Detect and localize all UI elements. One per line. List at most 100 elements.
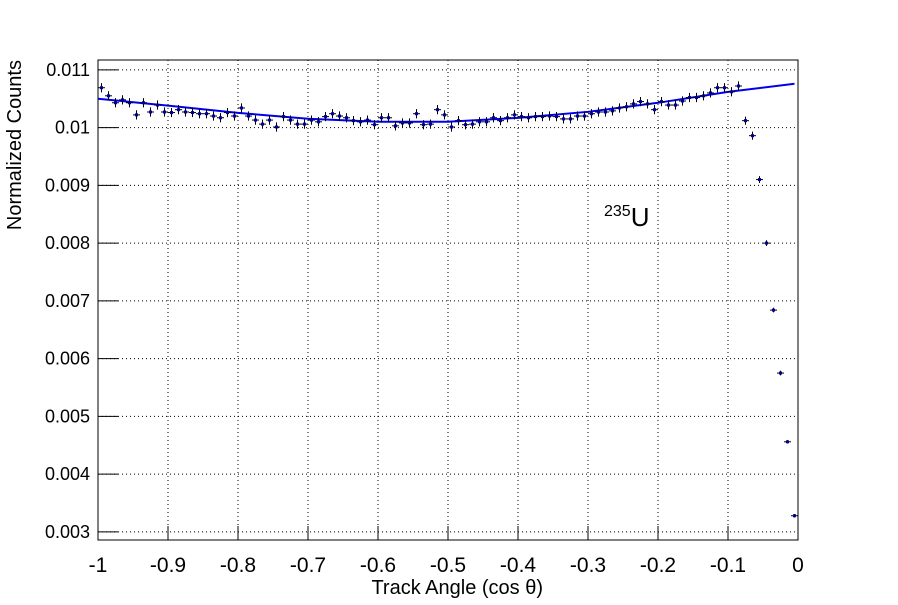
data-point — [793, 514, 796, 518]
data-point — [170, 111, 173, 115]
x-tick-label: -1 — [89, 554, 108, 577]
data-point — [779, 371, 782, 375]
data-point — [443, 113, 446, 117]
data-point — [688, 96, 691, 100]
data-point — [163, 110, 166, 114]
data-point — [366, 118, 369, 122]
data-point — [352, 119, 355, 123]
data-point — [464, 123, 467, 127]
data-point — [268, 118, 271, 122]
data-point — [422, 123, 425, 127]
data-point — [765, 241, 768, 245]
annotation-text: U — [631, 202, 650, 232]
y-tick-label: 0.009 — [45, 175, 90, 195]
data-point — [534, 115, 537, 119]
data-point — [436, 108, 439, 112]
data-point — [380, 116, 383, 120]
data-point — [695, 96, 698, 100]
data-point — [282, 115, 285, 119]
data-point — [737, 84, 740, 88]
data-point — [373, 123, 376, 127]
data-point — [394, 124, 397, 128]
x-tick-label: -0.2 — [640, 554, 676, 577]
data-point — [702, 94, 705, 98]
data-point — [667, 103, 670, 107]
data-point — [478, 120, 481, 124]
data-point — [576, 114, 579, 118]
data-point — [135, 113, 138, 117]
data-point — [541, 115, 544, 119]
data-point — [149, 110, 152, 114]
data-point — [590, 112, 593, 116]
x-tick-label: -0.9 — [150, 554, 186, 577]
x-tick-label: -0.1 — [710, 554, 746, 577]
fit-line — [97, 82, 795, 123]
y-tick-label: 0.005 — [45, 406, 90, 426]
data-point — [142, 101, 145, 105]
data-point — [317, 120, 320, 124]
annotation-superscript: 235 — [604, 203, 631, 220]
data-point — [569, 117, 572, 121]
data-point — [415, 112, 418, 116]
data-point — [471, 122, 474, 126]
data-point — [156, 103, 159, 107]
data-point — [401, 121, 404, 125]
data-point — [212, 114, 215, 118]
y-tick-label: 0.007 — [45, 291, 90, 311]
data-point — [492, 116, 495, 120]
data-point — [646, 102, 649, 106]
data-point — [653, 108, 656, 112]
data-point — [548, 114, 551, 118]
x-tick-label: -0.6 — [360, 554, 396, 577]
data-point — [226, 111, 229, 115]
data-point — [331, 112, 334, 116]
data-point — [674, 103, 677, 107]
data-point — [359, 120, 362, 124]
data-point — [744, 119, 747, 123]
data-point — [625, 105, 628, 109]
data-point — [184, 110, 187, 114]
plot-frame — [97, 59, 799, 541]
y-axis-label: Normalized Counts — [4, 60, 26, 230]
y-tick-label: 0.004 — [45, 464, 90, 484]
data-point — [429, 122, 432, 126]
data-point — [513, 113, 516, 117]
y-tick-label: 0.008 — [45, 233, 90, 253]
data-point — [555, 115, 558, 119]
data-point — [296, 122, 299, 126]
data-point — [289, 118, 292, 122]
x-tick-label: -0.7 — [290, 554, 326, 577]
data-point — [723, 86, 726, 90]
data-point — [275, 125, 278, 129]
data-point — [772, 308, 775, 312]
data-point — [597, 110, 600, 114]
x-tick-label: -0.4 — [500, 554, 537, 577]
data-point — [527, 116, 530, 120]
x-tick-label: 0 — [792, 554, 804, 577]
y-tick-label: 0.01 — [55, 118, 90, 138]
data-point — [303, 122, 306, 126]
data-point — [338, 114, 341, 118]
data-point — [121, 98, 124, 102]
data-point — [660, 100, 663, 104]
data-point — [107, 94, 110, 98]
x-tick-label: -0.8 — [220, 554, 256, 577]
data-point — [583, 114, 586, 118]
data-point — [100, 86, 103, 90]
y-tick-label: 0.011 — [46, 60, 90, 80]
x-tick-label: -0.5 — [430, 554, 466, 577]
data-point — [387, 116, 390, 120]
data-point — [191, 111, 194, 115]
y-tick-label: 0.006 — [45, 349, 90, 369]
data-point — [408, 121, 411, 125]
data-point — [240, 106, 243, 110]
data-point — [751, 134, 754, 138]
data-point — [604, 110, 607, 114]
data-point — [198, 112, 201, 116]
data-point — [499, 119, 502, 123]
data-point — [520, 115, 523, 119]
data-point — [786, 440, 789, 444]
x-axis-label: Track Angle (cos θ) — [371, 577, 543, 599]
data-point — [716, 86, 719, 90]
